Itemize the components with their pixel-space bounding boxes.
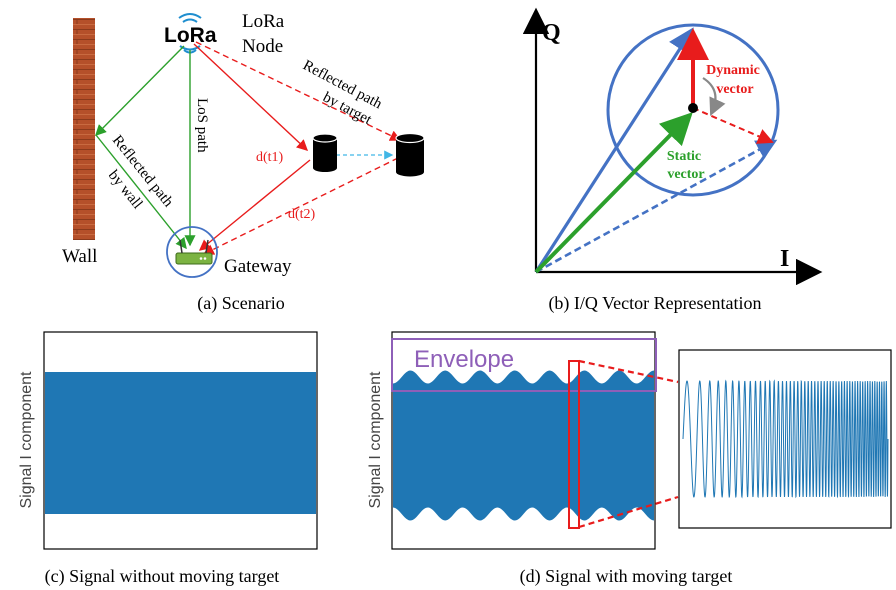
lora-logo-text: LoRa xyxy=(164,24,217,47)
panel-c-signal: Signal I component (c) Signal without mo… xyxy=(18,331,318,587)
total-vector-dashed xyxy=(535,139,778,274)
path-target-t2-to-gateway xyxy=(202,157,399,255)
zoom-window xyxy=(568,360,580,529)
wall-path-to-gateway xyxy=(95,134,187,250)
caption-b: (b) I/Q Vector Representation xyxy=(548,293,761,314)
gateway-icon xyxy=(175,239,213,265)
panel-d-signal: Envelope Signal I component (d) Signal w… xyxy=(367,331,892,587)
static-label-2: vector xyxy=(667,167,704,182)
total-vector-solid xyxy=(534,27,694,273)
rotation-arrow xyxy=(702,77,726,117)
target-t1 xyxy=(312,133,338,172)
panel-b-iq: Q I Dynamic vector Static vector (b) I/Q… xyxy=(522,7,823,314)
node-label-line2: Node xyxy=(242,36,283,57)
static-vector xyxy=(534,112,693,274)
dynamic-circle xyxy=(606,23,780,197)
caption-d: (d) Signal with moving target xyxy=(520,566,733,587)
path-to-target-t2 xyxy=(195,41,402,141)
dynamic-label-2: vector xyxy=(716,82,753,97)
dynamic-vector-rotated xyxy=(692,107,774,144)
static-label-1: Static xyxy=(667,149,701,164)
static-vector-tip xyxy=(688,103,698,113)
wall-label: Wall xyxy=(62,246,97,267)
gateway-circle xyxy=(166,226,218,278)
envelope-box xyxy=(391,338,657,392)
gateway-label: Gateway xyxy=(224,256,292,277)
zoom-chirp xyxy=(682,379,889,499)
envelope-label: Envelope xyxy=(414,346,514,373)
zoom-line-bottom xyxy=(578,495,679,529)
node-label-line1: LoRa xyxy=(242,11,285,32)
target-t2 xyxy=(395,132,425,177)
path-to-target-t1 xyxy=(193,43,309,151)
panel-a-scenario: Wall LoRa LoRa Node xyxy=(62,11,425,314)
dynamic-label-1: Dynamic xyxy=(706,63,760,78)
ylabel-c: Signal I component xyxy=(18,371,35,509)
signal-c-band xyxy=(45,372,316,514)
lora-logo: LoRa xyxy=(164,13,217,54)
path-target-t1-to-gateway xyxy=(198,159,311,251)
i-axis-label: I xyxy=(780,246,789,272)
d-t2-label: d(t2) xyxy=(288,207,316,222)
wall-path-to-wall xyxy=(95,45,185,136)
caption-c: (c) Signal without moving target xyxy=(45,566,280,587)
d-t1-label: d(t1) xyxy=(256,150,284,165)
signal-d-band xyxy=(393,370,654,521)
ylabel-d: Signal I component xyxy=(367,371,384,509)
los-path-label: LoS path xyxy=(194,98,210,153)
chirp-waveform xyxy=(682,379,889,499)
zoom-line-top xyxy=(578,359,679,384)
caption-a: (a) Scenario xyxy=(197,293,284,314)
brick-wall xyxy=(73,18,95,240)
q-axis-label: Q xyxy=(542,20,561,46)
